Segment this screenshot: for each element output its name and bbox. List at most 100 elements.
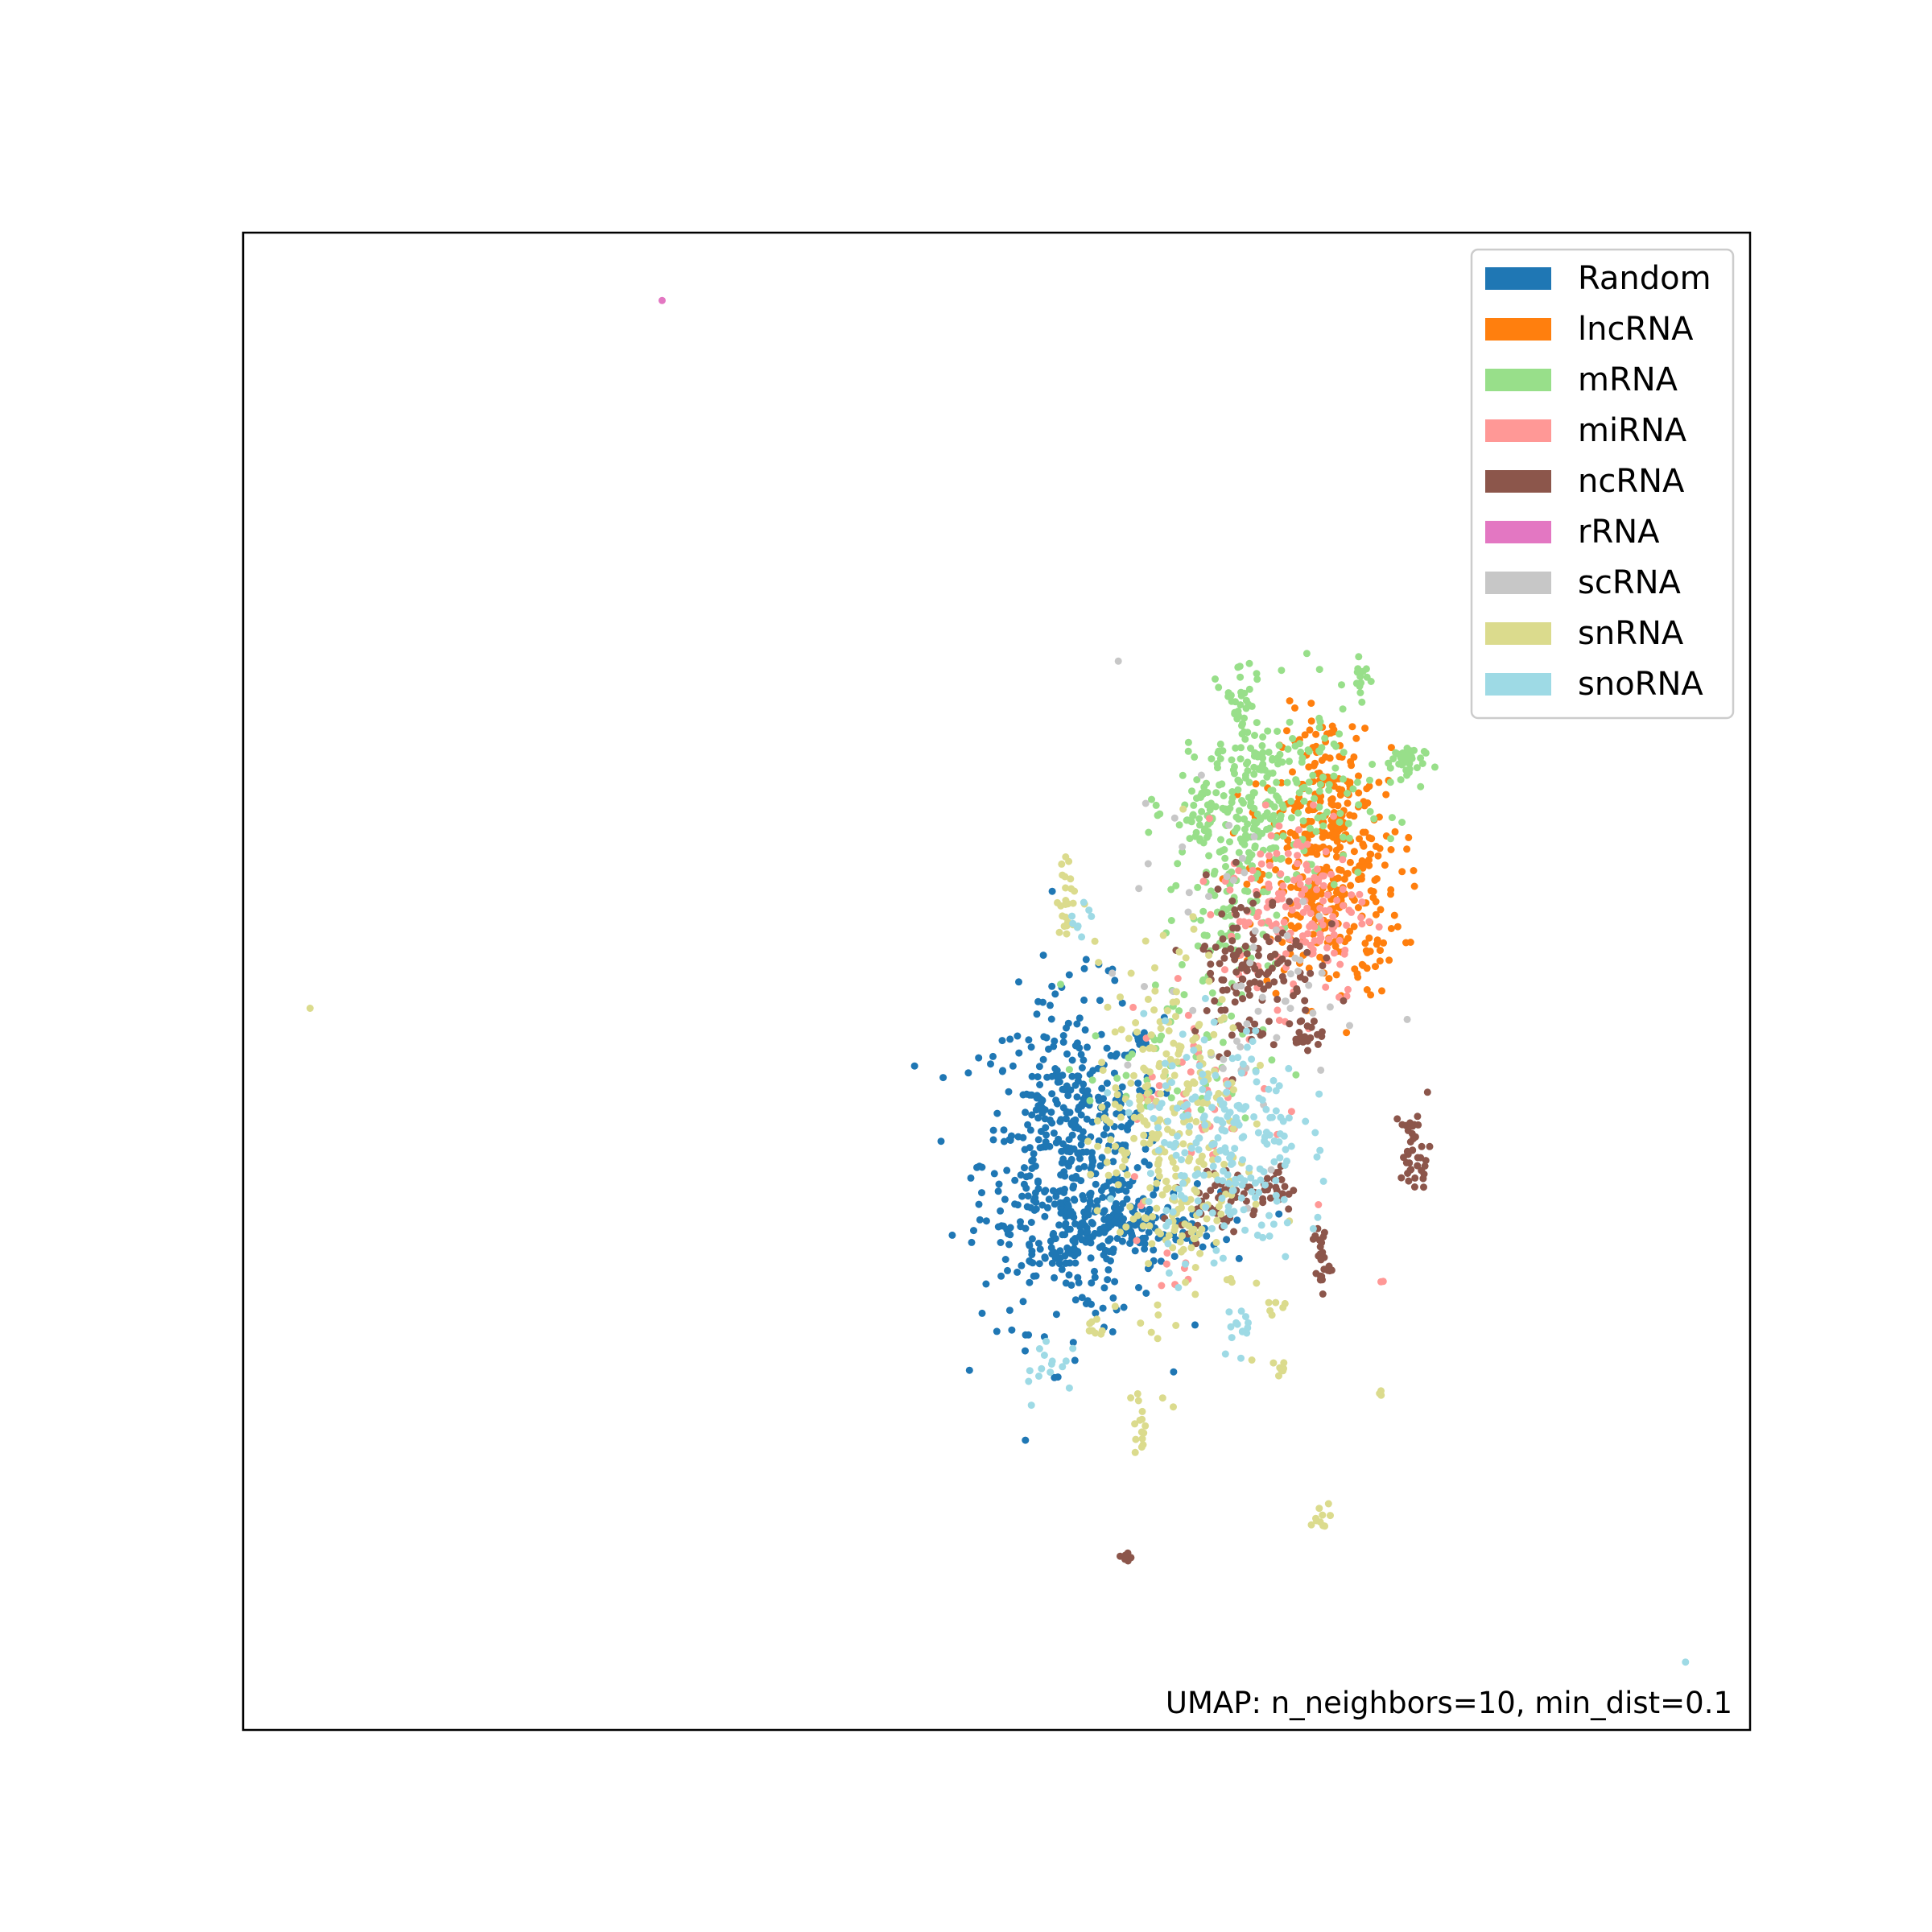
data-point-lncrna [1346, 811, 1354, 819]
data-point-random [1052, 1311, 1060, 1319]
data-point-random [1083, 1115, 1091, 1123]
data-point-mrna [1265, 824, 1274, 832]
data-point-snorna [1199, 1070, 1207, 1078]
data-point-mrna [1266, 845, 1274, 852]
data-point-random [975, 1054, 983, 1062]
data-point-ncrna [1302, 1006, 1309, 1014]
data-point-mrna [1191, 753, 1199, 761]
data-point-random [1030, 1150, 1038, 1158]
data-point-ncrna [1253, 891, 1261, 898]
data-point-snrna [1278, 1366, 1285, 1373]
data-point-random [1062, 1279, 1070, 1287]
data-point-ncrna [1243, 967, 1251, 975]
data-point-ncrna [1203, 1007, 1211, 1014]
data-point-snrna [1172, 1165, 1180, 1172]
data-point-random [1150, 1191, 1158, 1199]
data-point-mirna [1205, 815, 1213, 823]
data-point-mrna [1339, 705, 1347, 713]
data-point-snrna [1093, 1207, 1101, 1215]
data-point-random [994, 1223, 1002, 1231]
data-point-snorna [1309, 1224, 1317, 1232]
data-point-random [1040, 1033, 1048, 1041]
data-point-mrna [1315, 748, 1323, 756]
data-point-snorna [1195, 1146, 1203, 1154]
data-point-mirna [1279, 882, 1287, 890]
data-point-random [1022, 1090, 1030, 1098]
data-point-random [1008, 1132, 1015, 1140]
data-point-random [1104, 1276, 1112, 1284]
series-snorna [1025, 898, 1690, 1666]
data-point-mrna [1237, 744, 1245, 752]
data-point-snorna [1218, 1126, 1226, 1134]
data-point-snorna [1046, 1368, 1055, 1377]
data-point-random [1100, 1251, 1108, 1259]
data-point-lncrna [1319, 866, 1327, 874]
data-point-snorna [1062, 1357, 1070, 1365]
data-point-random [1036, 1245, 1044, 1253]
data-point-random [1089, 1158, 1096, 1166]
data-point-lncrna [1365, 934, 1373, 942]
data-point-random [939, 1074, 947, 1082]
data-point-mrna [1228, 1012, 1236, 1020]
data-point-snrna [1176, 1238, 1184, 1246]
data-point-snorna [1216, 1096, 1224, 1104]
data-point-random [1083, 1148, 1091, 1156]
data-point-lncrna [1371, 876, 1379, 884]
data-point-snrna [1205, 952, 1213, 960]
data-point-lncrna [1332, 971, 1340, 979]
data-point-mrna [1186, 835, 1194, 843]
data-point-mrna [1253, 670, 1261, 678]
data-point-snrna [1162, 1178, 1170, 1186]
data-point-snrna [1146, 1044, 1154, 1052]
data-point-snrna [1155, 1063, 1163, 1071]
data-point-random [1032, 1199, 1040, 1206]
data-point-scrna [1237, 982, 1245, 990]
data-point-snrna [1154, 1335, 1162, 1343]
data-point-scrna [1141, 983, 1148, 990]
data-point-snrna [1091, 937, 1099, 945]
data-point-mirna [1299, 908, 1307, 916]
legend-swatch-snrna [1485, 622, 1551, 645]
data-point-snrna [1111, 1100, 1119, 1108]
data-point-random [1041, 1115, 1049, 1123]
data-point-mirna [1357, 914, 1365, 922]
data-point-random [1118, 999, 1126, 1007]
data-point-snorna [1201, 994, 1209, 1002]
data-point-snrna [1107, 1136, 1115, 1144]
data-point-mrna [1167, 886, 1175, 894]
data-point-random [1006, 1224, 1014, 1232]
data-point-random [1054, 1075, 1062, 1082]
data-point-scrna [1249, 943, 1257, 952]
data-point-snrna [1191, 1034, 1199, 1042]
data-point-random [1045, 1195, 1053, 1203]
data-point-random [1046, 1001, 1054, 1009]
data-point-snorna [1283, 1219, 1291, 1227]
data-point-mrna [1278, 854, 1286, 862]
data-point-mrna [1417, 754, 1425, 762]
data-point-mrna [1311, 795, 1319, 803]
data-point-scrna [1124, 1061, 1132, 1069]
data-point-random [1059, 1155, 1067, 1163]
data-point-random [1008, 1326, 1016, 1334]
data-point-random [1024, 1121, 1032, 1129]
data-point-mrna [1286, 718, 1294, 726]
data-point-random [1027, 1043, 1035, 1051]
data-point-mirna [1282, 950, 1290, 958]
data-point-lncrna [1362, 947, 1370, 955]
data-point-mrna [1330, 772, 1338, 780]
data-point-random [1091, 1274, 1099, 1282]
data-point-snrna [1175, 947, 1183, 956]
data-point-snorna [1243, 1027, 1250, 1035]
data-point-snrna [1123, 1170, 1131, 1179]
data-point-mrna [1261, 812, 1269, 820]
data-point-mrna [1228, 756, 1236, 764]
data-point-random [1135, 1284, 1142, 1291]
data-point-mrna [1330, 740, 1338, 748]
data-point-mrna [1195, 821, 1203, 829]
legend-swatch-lncrna [1485, 318, 1551, 341]
data-point-snrna [1154, 1228, 1162, 1236]
data-point-snrna [1170, 1071, 1179, 1080]
data-point-snorna [1234, 1054, 1242, 1062]
data-point-snorna [1174, 1132, 1181, 1140]
legend-entries: Random lncRNA mRNA miRNA ncRNA rRNA scRNA snRNA… [1485, 260, 1711, 703]
